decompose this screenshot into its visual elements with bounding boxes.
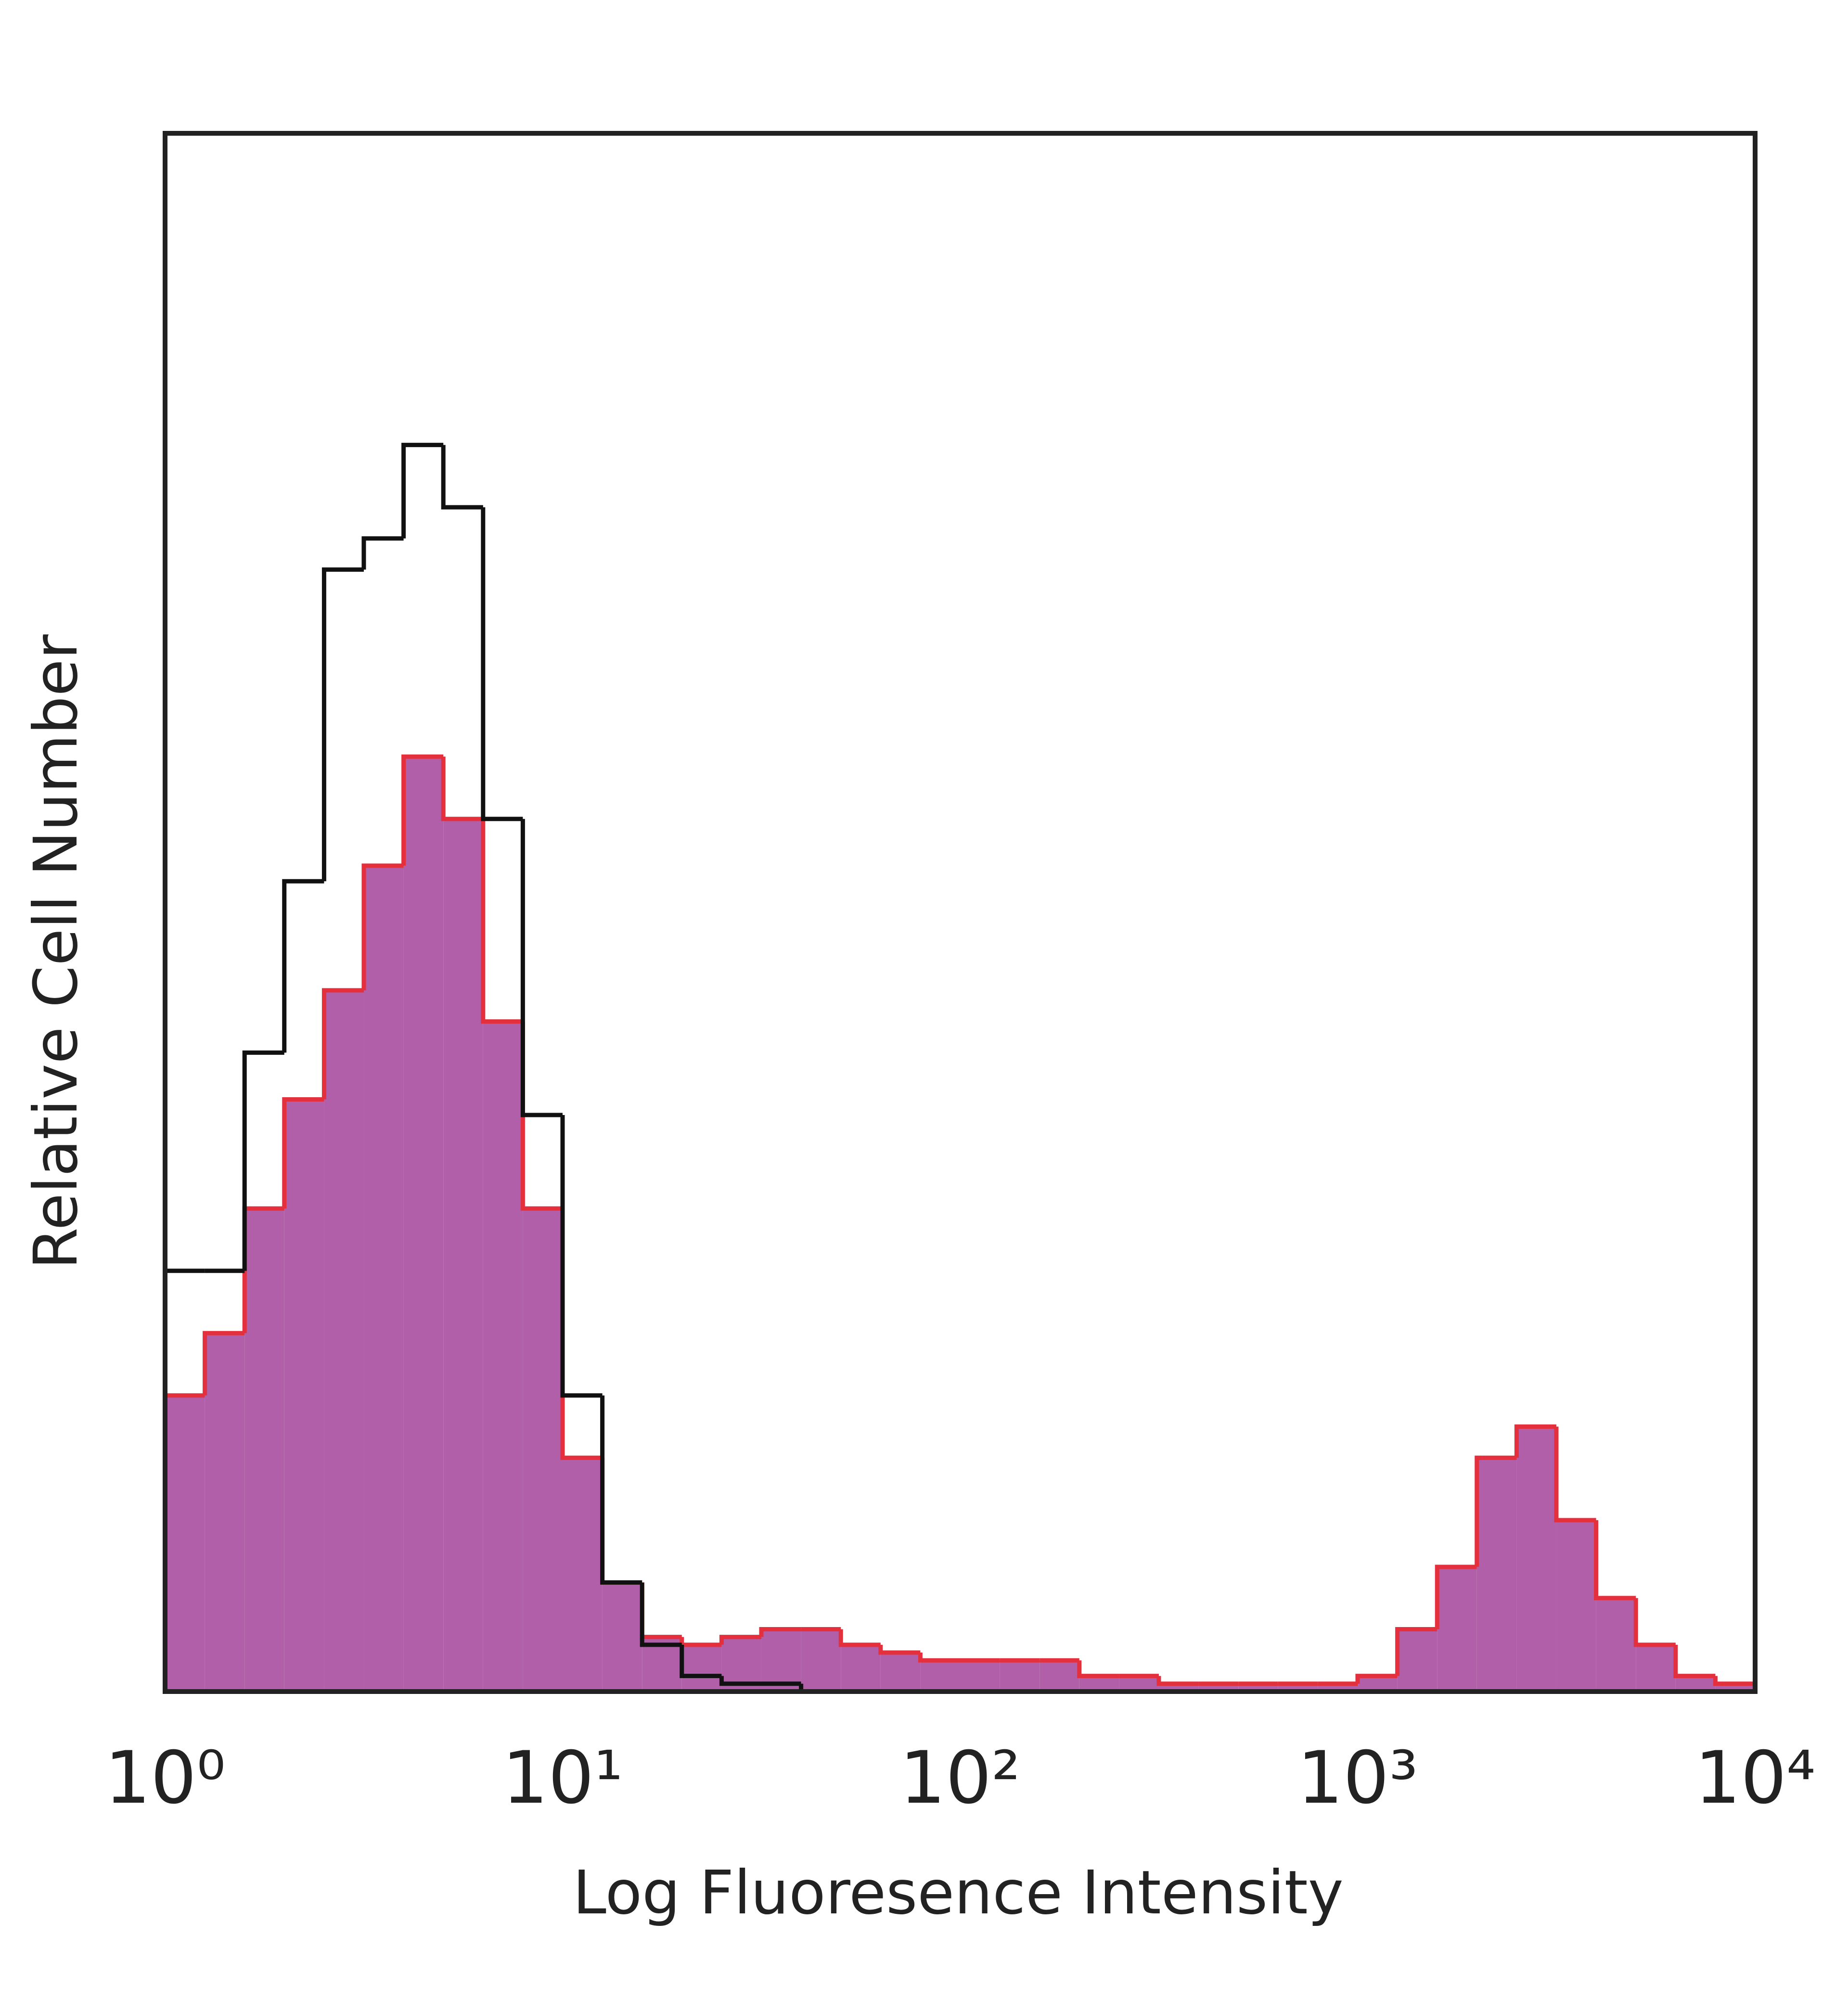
histogram-bar [1119,1676,1159,1692]
histogram-outline [1514,1424,1556,1458]
histogram-bar [1516,1426,1556,1692]
histogram-outline [759,1627,801,1637]
histogram-outline [1633,1598,1676,1647]
histogram-bar [363,865,404,1692]
histogram-outline [203,1331,245,1396]
histogram-outline [282,879,324,1053]
histogram-bar [563,1458,603,1692]
histogram-bar [880,1653,921,1692]
histogram-bar [244,1208,284,1692]
histogram-outline [481,819,523,1024]
histogram-outline [680,1644,722,1679]
histogram-bar [1556,1520,1596,1692]
histogram-bar [920,1660,960,1692]
histogram-outline [441,756,483,821]
histogram-bar [1636,1644,1676,1692]
histogram-bar [324,990,364,1692]
histogram-outline [838,1629,881,1647]
histogram-outline [1156,1676,1199,1686]
histogram-bar [681,1644,722,1692]
histogram-outline [719,1676,761,1686]
histogram-bar [1000,1660,1040,1692]
histogram-bar [801,1629,841,1692]
histogram-outline [481,507,523,821]
y-axis-title: Relative Cell Number [21,634,91,1269]
histogram-outline [719,1635,761,1645]
plot-frame [163,131,1758,1694]
histogram-outline [878,1644,921,1655]
histogram-outline [560,1115,603,1398]
histogram-outline [321,567,364,882]
histogram-bar [1675,1676,1716,1692]
x-tick-label: 10² [899,1736,1020,1820]
histogram-outline [680,1637,722,1647]
histogram-bar [483,1021,523,1692]
histogram-bar [960,1660,1000,1692]
histogram-bar [841,1644,881,1692]
histogram-outline [401,754,444,866]
histogram-outline [401,443,444,538]
histogram-bar [1596,1598,1636,1692]
histogram-outline [1355,1674,1398,1684]
histogram-bar [1358,1676,1398,1692]
histogram-bar [1040,1660,1079,1692]
histogram-bar [443,819,483,1692]
histogram-outline [1077,1660,1119,1679]
x-tick-label: 10¹ [502,1736,623,1820]
histogram-bar [403,756,444,1692]
histogram-outline [1554,1426,1596,1523]
histogram-bar [602,1582,642,1692]
histogram-outline [918,1653,960,1663]
histogram-outline [560,1208,603,1460]
histogram-bar [1397,1629,1437,1692]
histogram-bar [523,1208,563,1692]
histogram-outline [520,819,563,1117]
histogram-outline [600,1395,642,1585]
histogram-outline [1395,1627,1437,1676]
histogram-bar [1079,1676,1119,1692]
histogram-outline [640,1582,682,1647]
histogram-outline [1713,1676,1755,1686]
x-tick-label: 10⁴ [1694,1736,1815,1820]
histogram-bar [165,1395,205,1692]
histogram-outline [361,536,404,570]
histogram-bar [1437,1566,1477,1692]
histogram-outline [1475,1455,1517,1567]
histogram-outline [242,1050,284,1271]
histogram-bar [205,1333,245,1692]
histogram-bar [761,1629,801,1692]
histogram-outline [1673,1644,1716,1679]
histogram-outline [640,1582,682,1640]
x-tick-label: 10⁰ [104,1736,225,1820]
x-axis-title: Log Fluoresence Intensity [573,1858,1344,1928]
histogram-bar [284,1099,324,1692]
histogram-outline [1435,1564,1477,1629]
histogram-outline [361,863,404,990]
histogram-outline [282,1097,324,1209]
histogram-outline [1594,1520,1636,1601]
histogram-outline [441,445,483,510]
histogram-outline [321,988,364,1100]
x-tick-label: 10³ [1297,1736,1418,1820]
histogram-bar [1476,1458,1517,1692]
histogram-outline [600,1458,642,1585]
